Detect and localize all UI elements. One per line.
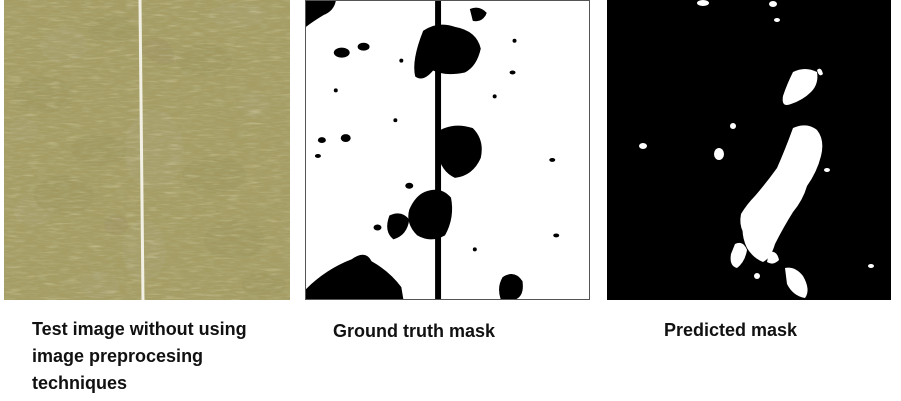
- predicted-mask: [607, 0, 891, 300]
- test-image-caption: Test image without using image preproces…: [32, 316, 292, 397]
- ground-truth-caption: Ground truth mask: [333, 318, 495, 345]
- ground-truth-mask: [305, 0, 590, 300]
- predicted-mask-caption: Predicted mask: [664, 317, 797, 344]
- test-image: [4, 0, 290, 300]
